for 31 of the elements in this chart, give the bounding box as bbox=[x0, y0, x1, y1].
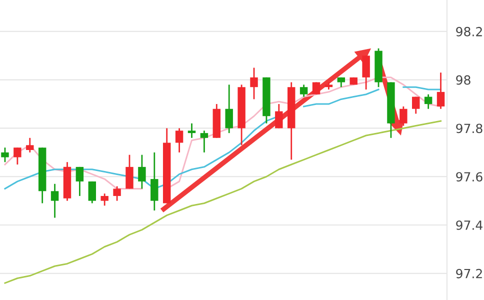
candlestick bbox=[424, 94, 432, 110]
candlestick bbox=[113, 186, 121, 202]
candlestick bbox=[26, 137, 34, 154]
candlestick bbox=[100, 192, 108, 206]
candlestick bbox=[312, 82, 320, 96]
candlestick bbox=[138, 154, 146, 190]
candlestick bbox=[188, 122, 196, 139]
candlestick bbox=[300, 84, 308, 98]
y-tick-label: 98.2 bbox=[456, 26, 482, 36]
candlestick bbox=[14, 146, 22, 166]
candlestick bbox=[126, 154, 134, 190]
candlestick bbox=[400, 106, 408, 126]
y-tick-label: 97.6 bbox=[456, 172, 482, 182]
candlestick bbox=[150, 152, 158, 212]
y-tick-label: 97.4 bbox=[456, 220, 482, 230]
candlestick bbox=[88, 180, 96, 204]
candlestick bbox=[76, 166, 84, 197]
y-tick-label: 97.2 bbox=[456, 268, 482, 278]
candlestick bbox=[412, 96, 420, 114]
line-series bbox=[4, 120, 442, 284]
candlestick bbox=[225, 84, 233, 134]
candlestick bbox=[362, 54, 370, 90]
candlestick bbox=[250, 67, 258, 100]
candlestick bbox=[275, 103, 283, 129]
candlestick bbox=[1, 146, 9, 163]
candlestick bbox=[50, 183, 59, 218]
y-tick-label: 98 bbox=[456, 75, 470, 85]
candlestick bbox=[200, 130, 208, 154]
candlestick bbox=[436, 72, 445, 110]
y-tick-label: 97.8 bbox=[456, 124, 482, 134]
candlestick bbox=[175, 128, 184, 154]
